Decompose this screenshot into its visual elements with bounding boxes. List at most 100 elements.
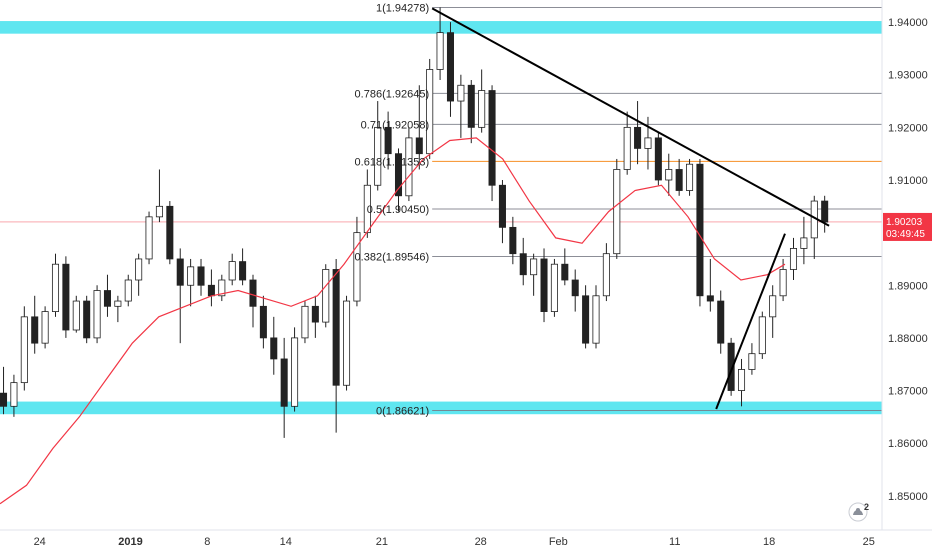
- candle-50: [519, 237, 527, 286]
- candle-60: [623, 111, 631, 175]
- candle-24: [249, 274, 257, 328]
- x-tick-label-2: 8: [204, 536, 210, 548]
- moving-average-line: [0, 137, 786, 505]
- time-axis[interactable]: 24 2019 8 14 21 28 Feb 11 18 25: [34, 536, 875, 548]
- fib-label-5: 0.382(1.89546): [355, 252, 430, 264]
- candle-body: [446, 32, 454, 102]
- candle-48: [498, 180, 506, 244]
- candle-61: [634, 101, 642, 165]
- candle-body: [384, 126, 392, 155]
- candle-79: [821, 195, 829, 233]
- fib-label-3: 0.618(1.91353): [355, 156, 430, 168]
- candle-body: [332, 269, 340, 386]
- candle-15: [155, 169, 163, 223]
- fib-label-0: 1(1.94278): [376, 2, 429, 14]
- candle-body: [0, 392, 8, 407]
- candle-body: [717, 300, 725, 344]
- candle-58: [602, 243, 610, 302]
- candle-72: [748, 343, 756, 375]
- candle-body: [124, 279, 132, 302]
- candle-body: [530, 258, 538, 276]
- candle-body: [51, 263, 60, 312]
- x-tick-label-5: 28: [475, 536, 487, 548]
- candle-body: [176, 258, 184, 286]
- candle-55: [571, 269, 579, 312]
- candle-body: [789, 248, 798, 270]
- support-resistance-zones: [0, 21, 882, 415]
- zone-1: [0, 401, 882, 415]
- candle-0: [0, 366, 8, 415]
- candle-body: [478, 90, 486, 128]
- candle-59: [613, 158, 621, 259]
- candle-body: [706, 295, 714, 302]
- candle-body: [415, 137, 423, 155]
- candle-42: [436, 7, 444, 80]
- candle-body: [769, 295, 777, 318]
- candle-body: [665, 169, 673, 181]
- candle-71: [737, 358, 746, 407]
- candle-1: [10, 374, 18, 417]
- candle-body: [114, 300, 122, 307]
- x-tick-label-0: 24: [34, 536, 46, 548]
- candle-21: [218, 274, 226, 302]
- candle-9: [93, 285, 101, 344]
- candle-68: [706, 258, 714, 312]
- x-tick-label-4: 21: [376, 536, 388, 548]
- candle-11: [114, 295, 122, 323]
- y-tick-label-2: 1.92000: [888, 122, 928, 134]
- y-tick-label-7: 1.87000: [888, 386, 928, 398]
- candle-body: [239, 261, 247, 281]
- candle-body: [550, 263, 558, 312]
- candle-43: [446, 22, 454, 117]
- candle-63: [654, 132, 662, 186]
- candle-body: [72, 300, 80, 331]
- fib-label-6: 0(1.86621): [376, 405, 429, 417]
- candle-body: [498, 184, 506, 228]
- candle-body: [20, 316, 28, 384]
- candle-14: [145, 211, 153, 265]
- candle-73: [758, 311, 766, 359]
- fib-label-4: 0.5(1.90450): [367, 204, 429, 216]
- candle-body: [83, 300, 91, 339]
- candle-56: [582, 285, 590, 349]
- candle-23: [239, 248, 247, 286]
- fibonacci-labels: 1(1.94278) 0.786(1.92645) 0.71(1.92058) 0.6…: [355, 2, 430, 417]
- candle-10: [103, 274, 111, 317]
- candle-body: [602, 253, 610, 297]
- candle-52: [540, 248, 548, 323]
- trendlines: [431, 7, 830, 410]
- candle-body: [675, 169, 683, 191]
- candle-25: [259, 295, 267, 349]
- candle-body: [343, 300, 351, 386]
- candle-body: [467, 84, 475, 128]
- candle-74: [769, 285, 777, 338]
- y-tick-label-1: 1.93000: [888, 70, 928, 82]
- candle-body: [426, 69, 434, 155]
- candle-51: [530, 253, 538, 296]
- price-tag-value: 1.90203: [886, 217, 923, 228]
- candle-body: [259, 305, 267, 339]
- candle-65: [675, 158, 683, 196]
- x-tick-label-9: 25: [863, 536, 875, 548]
- fib-label-1: 0.786(1.92645): [355, 88, 430, 100]
- candle-41: [426, 58, 434, 159]
- candle-44: [457, 74, 465, 138]
- candle-29: [301, 301, 309, 344]
- candle-body: [301, 305, 309, 339]
- widget-button[interactable]: 2: [848, 502, 869, 522]
- candle-body: [103, 290, 111, 307]
- x-tick-label-3: 14: [280, 536, 292, 548]
- candle-37: [384, 111, 392, 170]
- fib-label-2: 0.71(1.92058): [361, 119, 430, 131]
- candle-body: [291, 337, 299, 407]
- candle-body: [457, 84, 465, 102]
- candle-54: [561, 248, 569, 286]
- candle-3: [31, 295, 39, 354]
- candle-38: [394, 148, 403, 212]
- candle-body: [197, 266, 205, 286]
- candle-body: [571, 279, 579, 297]
- candle-body: [509, 226, 517, 255]
- candle-body: [686, 163, 694, 191]
- candle-body: [727, 342, 735, 391]
